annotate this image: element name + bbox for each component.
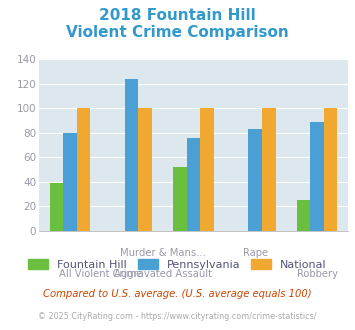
Bar [297, 200, 310, 231]
Text: Rape: Rape [243, 248, 268, 258]
Text: Violent Crime Comparison: Violent Crime Comparison [66, 25, 289, 40]
Bar [77, 109, 90, 231]
Text: Compared to U.S. average. (U.S. average equals 100): Compared to U.S. average. (U.S. average … [43, 289, 312, 299]
Bar [248, 129, 262, 231]
Bar [200, 109, 214, 231]
Text: Murder & Mans...: Murder & Mans... [120, 248, 206, 258]
Bar [138, 109, 152, 231]
Bar [324, 109, 337, 231]
Text: © 2025 CityRating.com - https://www.cityrating.com/crime-statistics/: © 2025 CityRating.com - https://www.city… [38, 312, 317, 321]
Text: Aggravated Assault: Aggravated Assault [114, 269, 212, 279]
Bar [63, 133, 77, 231]
Text: Robbery: Robbery [296, 269, 338, 279]
Text: 2018 Fountain Hill: 2018 Fountain Hill [99, 8, 256, 23]
Bar [125, 79, 138, 231]
Bar [173, 167, 187, 231]
Bar [310, 122, 324, 231]
Bar [262, 109, 275, 231]
Text: All Violent Crime: All Violent Crime [59, 269, 142, 279]
Legend: Fountain Hill, Pennsylvania, National: Fountain Hill, Pennsylvania, National [24, 255, 331, 274]
Bar [187, 138, 200, 231]
Bar [50, 183, 63, 231]
